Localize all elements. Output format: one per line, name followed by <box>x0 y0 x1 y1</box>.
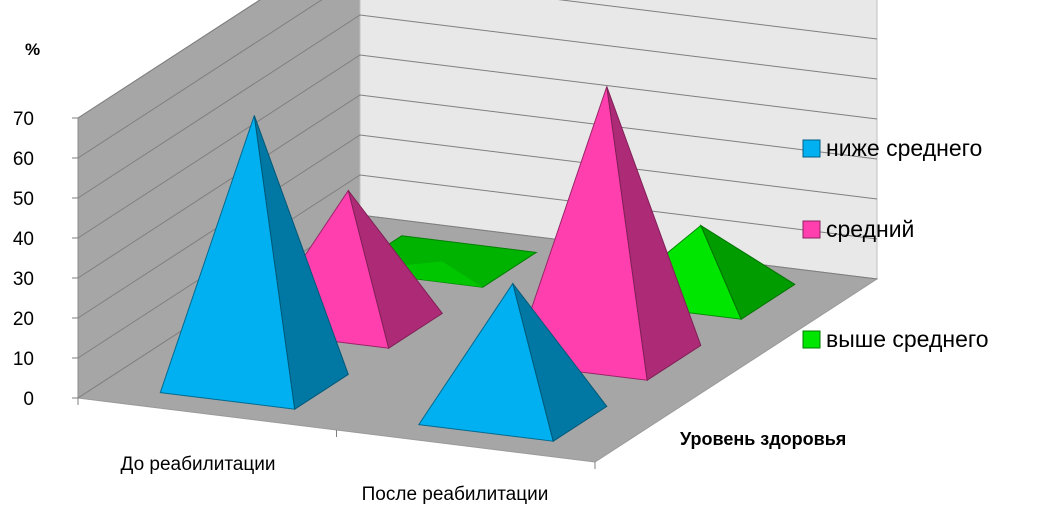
gridline <box>77 0 261 119</box>
legend-label: выше среднего <box>826 326 989 352</box>
chart-marks <box>159 86 796 442</box>
x-category-label: После реабилитации <box>362 484 549 505</box>
y-tick-label: 10 <box>13 349 34 370</box>
x-axis-categories: До реабилитации После реабилитации <box>77 398 596 505</box>
legend-swatch <box>802 330 821 349</box>
y-tick-label: 60 <box>13 149 34 170</box>
legend-label: средний <box>826 216 914 242</box>
pyramid-bar <box>417 282 608 442</box>
y-axis-ticks: 0 10 20 30 40 50 60 70 <box>13 109 78 410</box>
gridline <box>77 0 878 159</box>
y-tick-label: 40 <box>13 229 34 250</box>
legend-swatch <box>802 220 821 239</box>
x-category-label: До реабилитации <box>121 454 276 475</box>
gridline <box>77 174 878 359</box>
gridline <box>77 94 878 279</box>
depth-axis-title: Уровень здоровья <box>680 429 846 449</box>
y-tick-label: 70 <box>13 109 34 130</box>
legend-item: выше среднего <box>802 326 989 352</box>
legend-item: средний <box>802 216 914 242</box>
legend-item: ниже среднего <box>802 135 982 161</box>
y-tick-label: 20 <box>13 309 34 330</box>
y-tick-label: 0 <box>23 389 34 410</box>
y-tick-label: 50 <box>13 189 34 210</box>
chart-gridlines <box>77 0 878 399</box>
gridline <box>77 14 878 199</box>
y-unit-label: % <box>25 40 40 59</box>
gridline <box>77 134 878 319</box>
pyramid-bar <box>512 86 702 382</box>
y-tick-label: 30 <box>13 269 34 290</box>
legend: ниже среднего средний выше среднего <box>802 135 989 352</box>
legend-label: ниже среднего <box>826 135 982 161</box>
legend-swatch <box>802 139 821 158</box>
gridline <box>77 54 878 239</box>
pyramid-bar <box>159 115 349 411</box>
